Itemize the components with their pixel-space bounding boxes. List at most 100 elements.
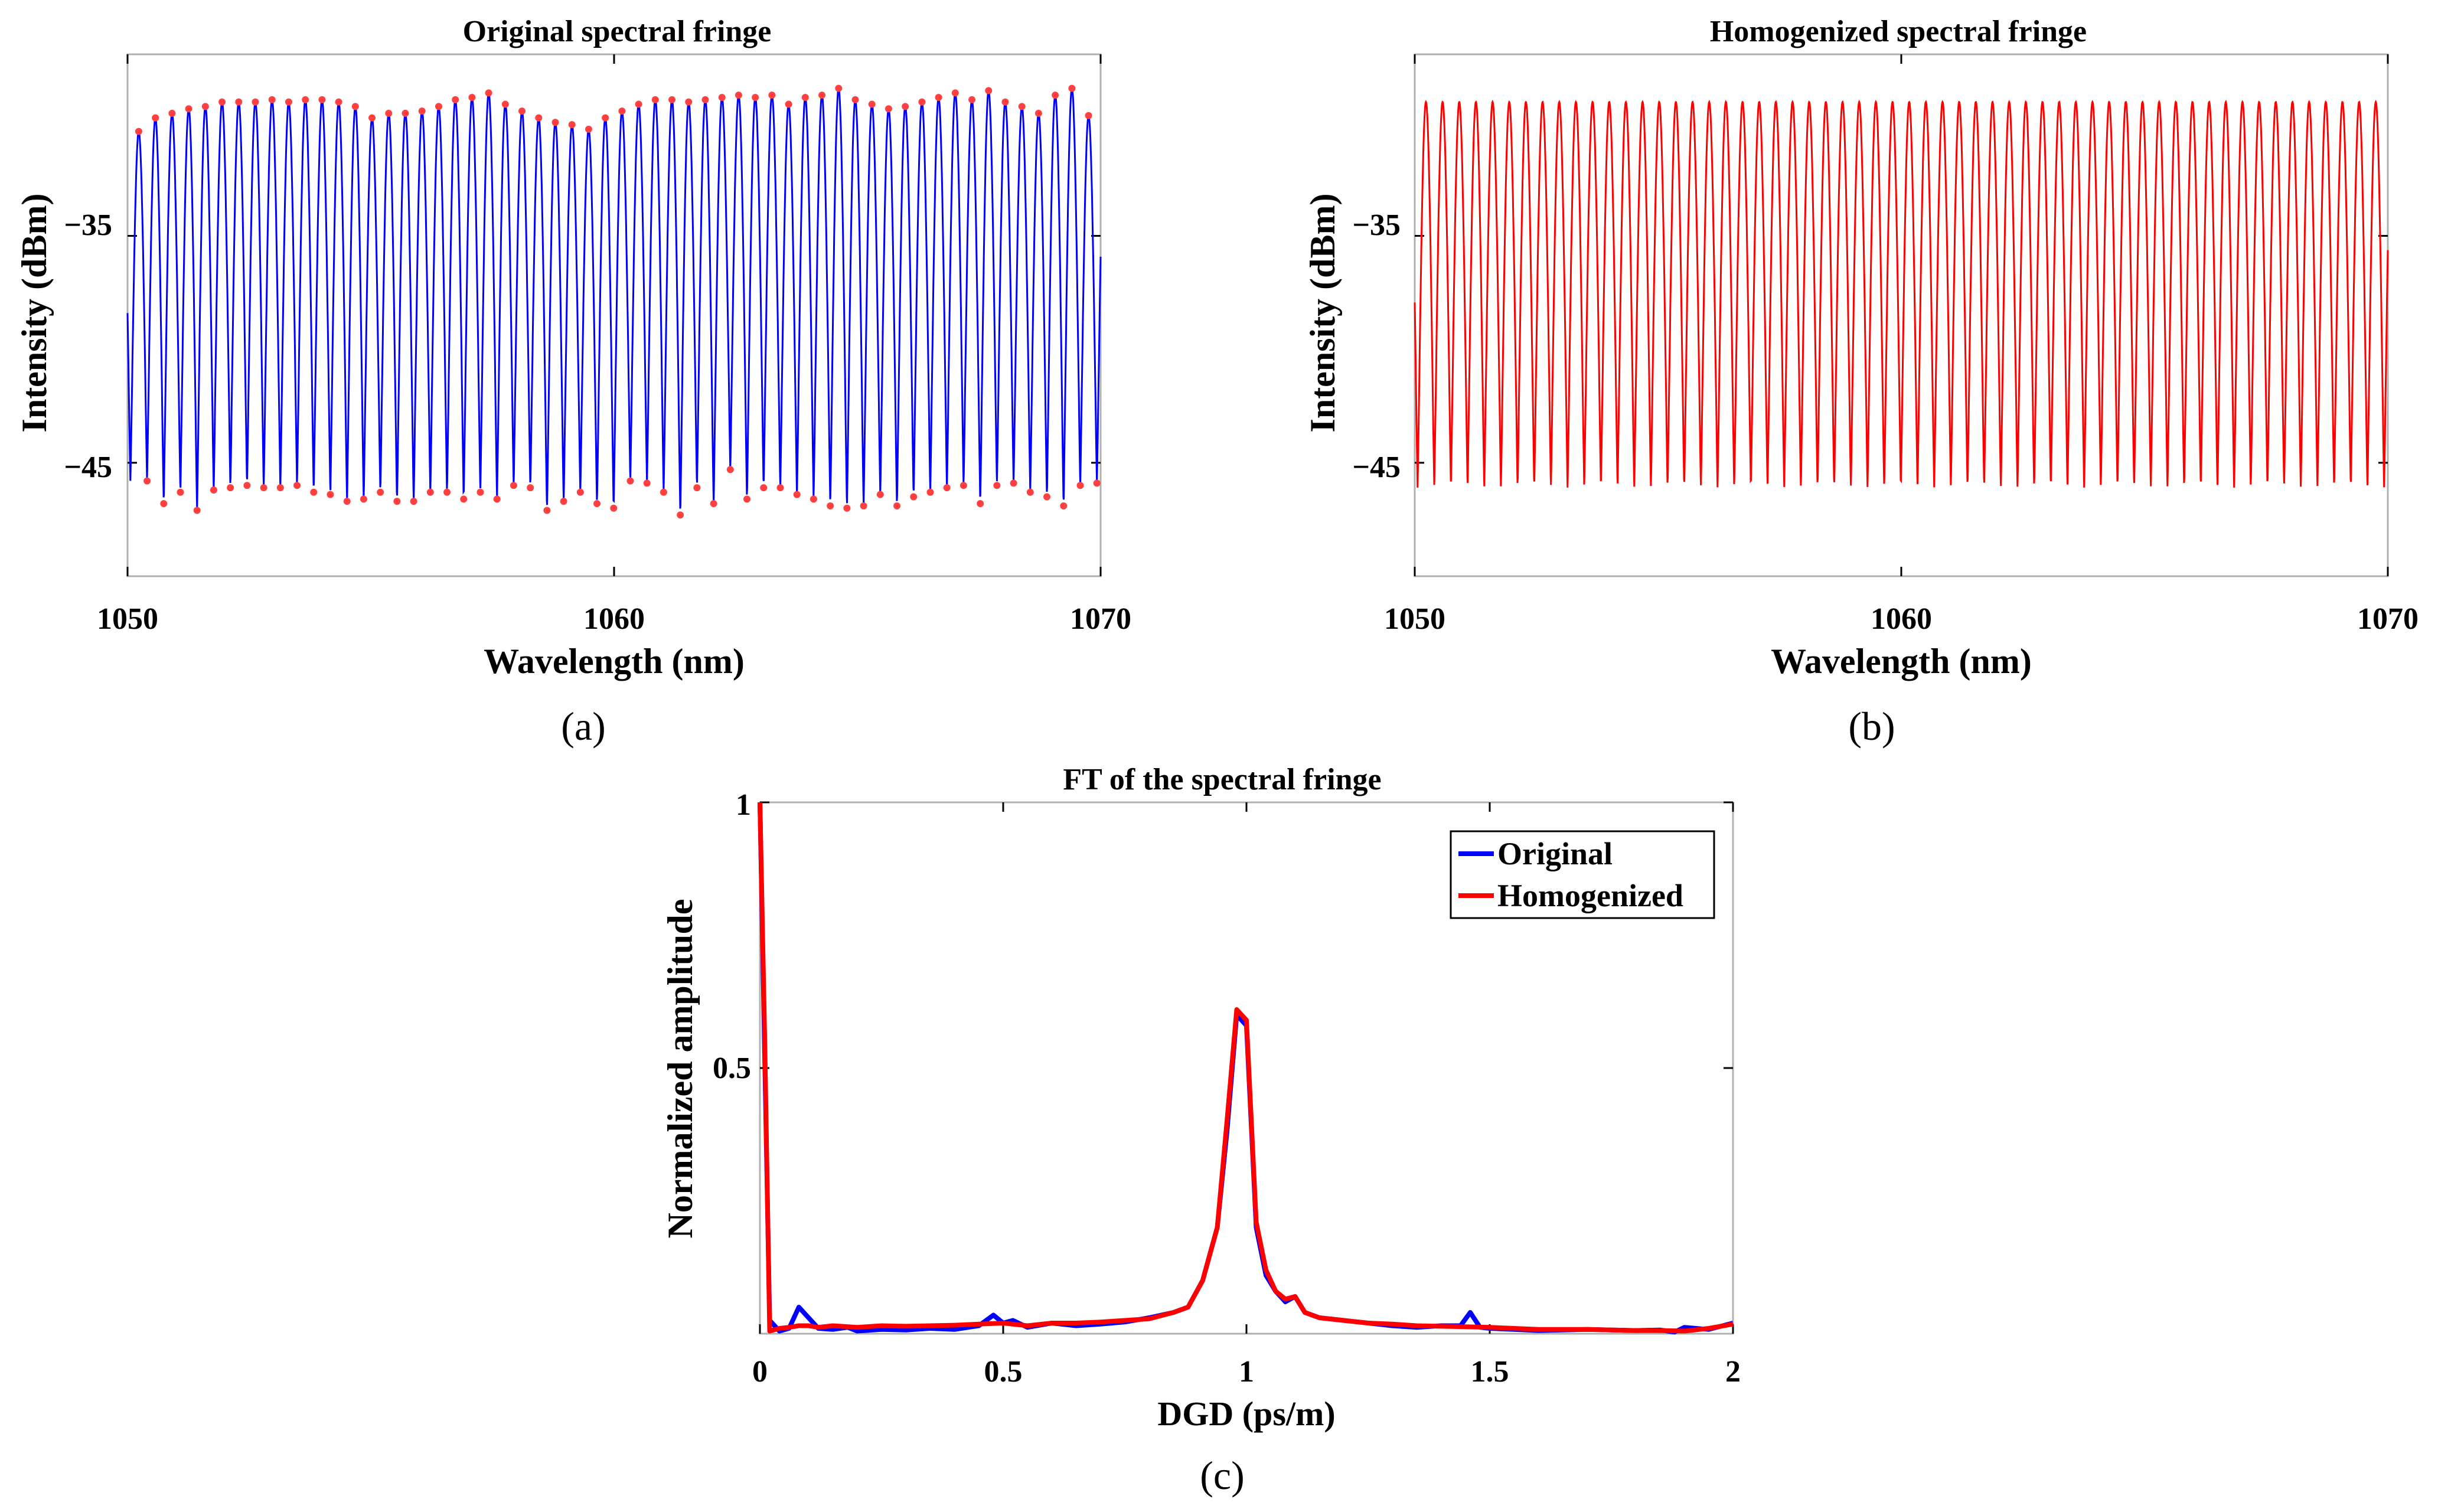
peak-marker — [968, 96, 976, 103]
panel-b-xtick-1070: 1070 — [2357, 602, 2419, 636]
peak-marker — [735, 92, 742, 99]
panel-c-ytick-0-5: 0.5 — [713, 1051, 751, 1085]
peak-marker — [1052, 92, 1059, 99]
panel-c: FT of the spectral fringe 1 0.5 0 0.5 1 … — [661, 763, 1741, 1498]
valley-marker — [893, 502, 901, 510]
peak-marker — [435, 103, 442, 110]
panel-a: Original spectral fringe −35 −45 1050 10… — [15, 15, 1131, 749]
valley-marker — [543, 507, 551, 514]
valley-marker — [776, 484, 784, 492]
panel-b-xlabel: Wavelength (nm) — [1771, 642, 2032, 681]
valley-marker — [310, 488, 318, 496]
peak-marker — [701, 96, 709, 103]
valley-marker — [1060, 502, 1068, 510]
valley-marker — [910, 493, 918, 501]
valley-marker — [593, 500, 601, 508]
valley-marker — [743, 495, 751, 503]
peak-marker — [268, 96, 276, 103]
valley-marker — [677, 511, 684, 519]
valley-marker — [1076, 482, 1084, 489]
peak-marker — [485, 89, 492, 97]
legend-homogenized-label: Homogenized — [1497, 878, 1683, 913]
peak-marker — [868, 100, 876, 108]
valley-marker — [243, 482, 251, 489]
valley-marker — [377, 488, 384, 496]
valley-marker — [443, 488, 451, 496]
peak-marker — [885, 105, 892, 113]
panel-b-ytick-neg45: −45 — [1352, 450, 1401, 484]
panel-b-xtick-1060: 1060 — [1871, 602, 1932, 636]
valley-marker — [327, 491, 334, 498]
valley-marker — [1010, 479, 1017, 487]
panel-b-ytick-neg35: −35 — [1352, 208, 1401, 242]
peak-marker — [752, 94, 759, 102]
valley-marker — [276, 484, 284, 492]
valley-marker — [843, 504, 851, 512]
valley-marker — [726, 466, 734, 473]
valley-marker — [210, 486, 217, 494]
valley-marker — [527, 484, 534, 492]
panel-a-ytick-neg45: −45 — [64, 450, 112, 484]
peak-marker — [1018, 103, 1026, 110]
peak-marker — [335, 98, 342, 106]
valley-marker — [460, 495, 468, 503]
panel-a-xtick-1070: 1070 — [1070, 602, 1131, 636]
panel-a-extrema-markers — [135, 84, 1101, 519]
peak-marker — [602, 114, 609, 122]
panel-a-caption: (a) — [561, 704, 605, 749]
peak-marker — [302, 96, 309, 103]
panel-c-ylabel: Normalized amplitude — [661, 899, 700, 1239]
peak-marker — [351, 103, 359, 110]
peak-marker — [718, 94, 726, 102]
peak-marker — [402, 109, 409, 117]
peak-marker — [152, 114, 159, 122]
panel-b-xtick-1050: 1050 — [1384, 602, 1445, 636]
peak-marker — [685, 98, 693, 106]
peak-marker — [385, 109, 393, 117]
valley-marker — [493, 495, 501, 503]
panel-a-ticks — [126, 54, 1102, 576]
panel-a-xtick-1060: 1060 — [583, 602, 645, 636]
valley-marker — [260, 484, 267, 492]
peak-marker — [851, 96, 859, 103]
peak-marker — [185, 105, 192, 113]
legend-box — [1450, 830, 1715, 919]
panel-c-xtick-2: 2 — [1725, 1355, 1741, 1389]
panel-a-xlabel: Wavelength (nm) — [484, 642, 745, 681]
panel-a-xtick-1050: 1050 — [97, 602, 158, 636]
panel-c-xtick-1: 1 — [1239, 1355, 1254, 1389]
panel-a-ytick-neg35: −35 — [64, 208, 112, 242]
peak-marker — [501, 100, 509, 108]
peak-marker — [818, 92, 826, 99]
panel-b-ylabel: Intensity (dBm) — [1303, 193, 1342, 432]
valley-marker — [610, 504, 618, 512]
peak-marker — [135, 128, 142, 135]
peak-marker — [1001, 98, 1009, 106]
valley-marker — [710, 500, 717, 508]
valley-marker — [660, 488, 667, 496]
peak-marker — [902, 103, 909, 110]
peak-marker — [568, 121, 576, 129]
valley-marker — [393, 498, 401, 505]
peak-marker — [651, 96, 659, 103]
legend-original-label: Original — [1497, 836, 1613, 871]
peak-marker — [201, 103, 209, 110]
valley-marker — [160, 500, 168, 508]
panel-c-xlabel: DGD (ps/m) — [1157, 1395, 1335, 1433]
peak-marker — [1034, 109, 1042, 117]
peak-marker — [1068, 84, 1076, 92]
peak-marker — [285, 98, 292, 106]
panel-c-ytick-1: 1 — [736, 788, 751, 822]
valley-marker — [360, 495, 367, 503]
valley-marker — [1093, 479, 1101, 487]
peak-marker — [985, 87, 993, 94]
valley-marker — [876, 491, 884, 498]
valley-marker — [177, 488, 184, 496]
panel-c-xtick-1-5: 1.5 — [1471, 1355, 1509, 1389]
valley-marker — [993, 482, 1001, 489]
valley-marker — [977, 500, 984, 508]
panel-c-caption: (c) — [1200, 1453, 1244, 1498]
peak-marker — [235, 98, 243, 106]
peak-marker — [318, 96, 326, 103]
